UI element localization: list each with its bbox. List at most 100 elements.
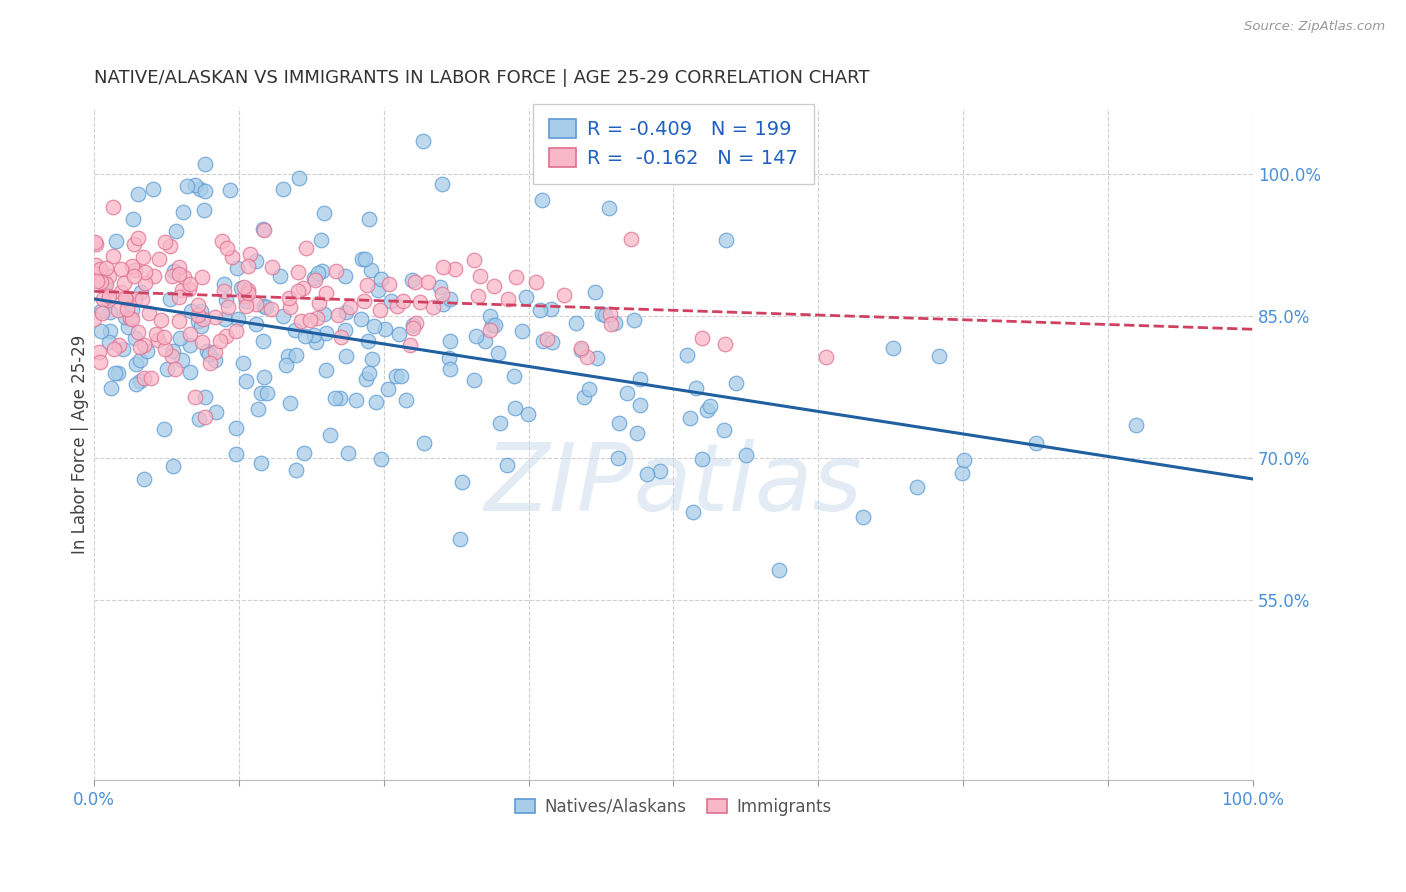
Point: [302, 327, 325, 342]
Point: [205, 405, 228, 419]
Point: [233, 288, 256, 302]
Point: [370, 452, 392, 467]
Point: [98, 268, 121, 283]
Point: [98, 304, 121, 318]
Point: [103, 343, 125, 357]
Text: NATIVE/ALASKAN VS IMMIGRANTS IN LABOR FORCE | AGE 25-29 CORRELATION CHART: NATIVE/ALASKAN VS IMMIGRANTS IN LABOR FO…: [94, 69, 870, 87]
Point: [329, 329, 352, 343]
Point: [599, 317, 621, 331]
Point: [401, 320, 423, 334]
Point: [217, 300, 239, 314]
Point: [311, 263, 333, 277]
Point: [380, 294, 402, 309]
Point: [356, 372, 378, 386]
Point: [117, 319, 139, 334]
Point: [503, 401, 526, 415]
Point: [239, 247, 262, 261]
Point: [134, 277, 156, 291]
Point: [101, 249, 124, 263]
Point: [292, 281, 315, 295]
Point: [194, 184, 217, 198]
Point: [138, 306, 160, 320]
Point: [516, 407, 538, 421]
Point: [724, 376, 747, 390]
Point: [510, 325, 533, 339]
Point: [524, 275, 547, 289]
Point: [405, 275, 427, 289]
Point: [481, 318, 503, 332]
Point: [104, 366, 127, 380]
Point: [260, 302, 283, 317]
Point: [479, 309, 502, 323]
Point: [90, 275, 112, 289]
Point: [131, 292, 153, 306]
Point: [97, 293, 120, 308]
Point: [179, 281, 201, 295]
Point: [287, 265, 309, 279]
Point: [463, 253, 485, 268]
Point: [214, 311, 236, 326]
Point: [167, 314, 190, 328]
Point: [97, 289, 120, 303]
Point: [385, 368, 408, 383]
Point: [87, 345, 110, 359]
Point: [439, 292, 461, 306]
Point: [252, 221, 274, 235]
Point: [118, 311, 141, 326]
Point: [401, 273, 423, 287]
Point: [136, 343, 159, 358]
Point: [278, 396, 301, 410]
Point: [245, 254, 267, 268]
Point: [814, 351, 837, 365]
Point: [429, 280, 451, 294]
Point: [439, 334, 461, 349]
Point: [735, 449, 758, 463]
Point: [378, 277, 401, 292]
Point: [193, 202, 215, 217]
Point: [344, 392, 367, 407]
Point: [197, 347, 219, 361]
Point: [290, 314, 312, 328]
Point: [432, 260, 454, 274]
Point: [696, 402, 718, 417]
Point: [159, 293, 181, 307]
Point: [124, 263, 146, 277]
Point: [111, 343, 134, 357]
Point: [194, 157, 217, 171]
Point: [98, 335, 121, 350]
Point: [486, 346, 509, 360]
Point: [422, 300, 444, 314]
Point: [215, 293, 238, 307]
Point: [675, 347, 697, 361]
Point: [405, 317, 427, 331]
Point: [377, 382, 399, 396]
Point: [495, 458, 517, 472]
Point: [1125, 417, 1147, 432]
Point: [124, 292, 146, 306]
Point: [478, 323, 501, 337]
Point: [204, 352, 226, 367]
Point: [412, 436, 434, 450]
Point: [357, 334, 380, 348]
Point: [950, 467, 973, 481]
Point: [180, 304, 202, 318]
Point: [114, 291, 136, 305]
Point: [141, 371, 163, 385]
Point: [314, 307, 336, 321]
Point: [578, 383, 600, 397]
Point: [350, 312, 373, 326]
Point: [905, 480, 928, 494]
Point: [221, 250, 243, 264]
Point: [432, 297, 454, 311]
Point: [444, 262, 467, 277]
Point: [122, 237, 145, 252]
Point: [277, 350, 299, 364]
Point: [269, 268, 291, 283]
Point: [132, 370, 155, 384]
Point: [616, 386, 638, 401]
Point: [214, 285, 236, 299]
Point: [682, 505, 704, 519]
Point: [100, 381, 122, 395]
Point: [599, 307, 621, 321]
Point: [299, 312, 322, 326]
